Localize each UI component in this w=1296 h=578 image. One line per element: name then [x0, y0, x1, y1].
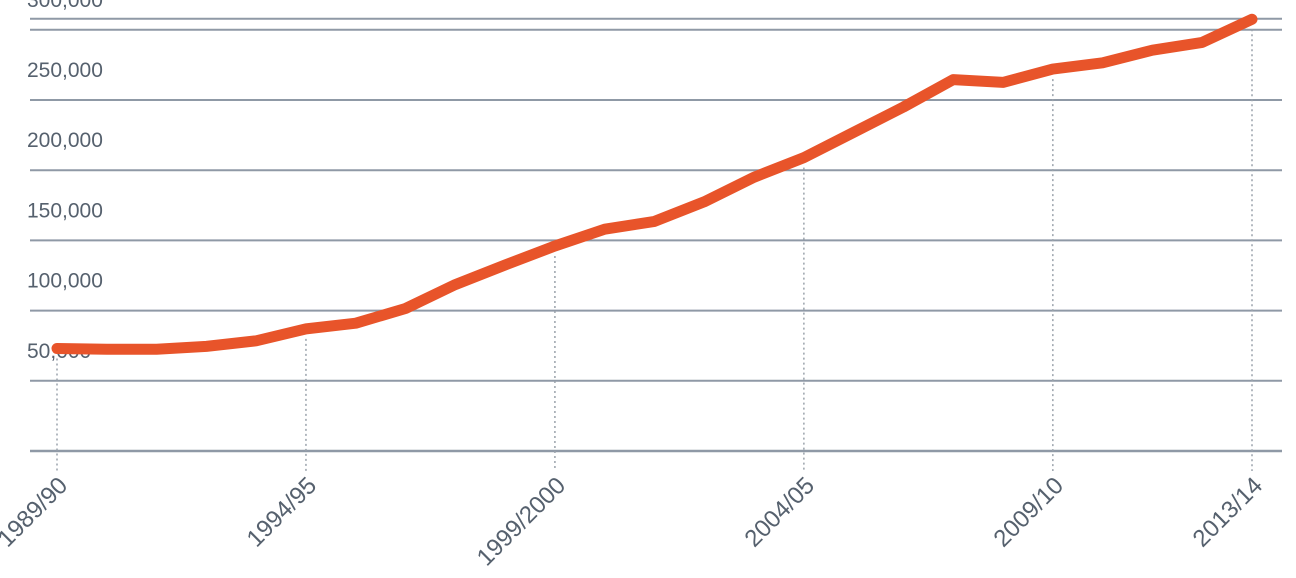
data-point [603, 227, 607, 231]
data-point [404, 306, 408, 310]
data-point [901, 105, 905, 109]
data-point [55, 347, 59, 351]
y-tick-label: 150,000 [27, 199, 103, 222]
x-axis-ticks: 1989/90 1994/95 1999/2000 2004/05 2009/10 201… [0, 472, 1268, 571]
data-point [702, 200, 706, 204]
data-point [1250, 17, 1254, 21]
x-tick-label: 1999/2000 [472, 472, 571, 571]
x-tick-label: 1989/90 [0, 472, 73, 552]
data-point [453, 283, 457, 287]
y-tick-label: 300,000 [27, 0, 103, 12]
data-point [105, 347, 109, 351]
data-point [653, 219, 657, 223]
data-point [852, 130, 856, 134]
data-point [553, 244, 557, 248]
x-tick-label: 1994/95 [242, 472, 322, 552]
grid-lines [30, 17, 1282, 453]
y-tick-label: 200,000 [27, 129, 103, 152]
data-point [304, 327, 308, 331]
y-tick-label: 250,000 [27, 59, 103, 82]
data-point [254, 339, 258, 343]
series-layer [51, 13, 1258, 355]
data-point [204, 344, 208, 348]
x-tick-label: 2009/10 [989, 472, 1069, 552]
data-point [503, 263, 507, 267]
y-tick-label: 100,000 [27, 270, 103, 293]
y-axis-ticks: 50,000100,000150,000200,000250,000300,00… [27, 0, 103, 363]
data-point [802, 156, 806, 160]
data-point [1001, 80, 1005, 84]
data-point [1150, 48, 1154, 52]
data-point [1200, 40, 1204, 44]
data-point [1101, 61, 1105, 65]
data-point [951, 78, 955, 82]
x-tick-label: 2004/05 [740, 472, 820, 552]
x-drop-lines [56, 29, 1253, 471]
data-point [155, 347, 159, 351]
data-point [354, 321, 358, 325]
series-line [51, 13, 1258, 355]
data-point [752, 175, 756, 179]
x-tick-label: 2013/14 [1188, 472, 1268, 552]
data-point [1051, 67, 1055, 71]
